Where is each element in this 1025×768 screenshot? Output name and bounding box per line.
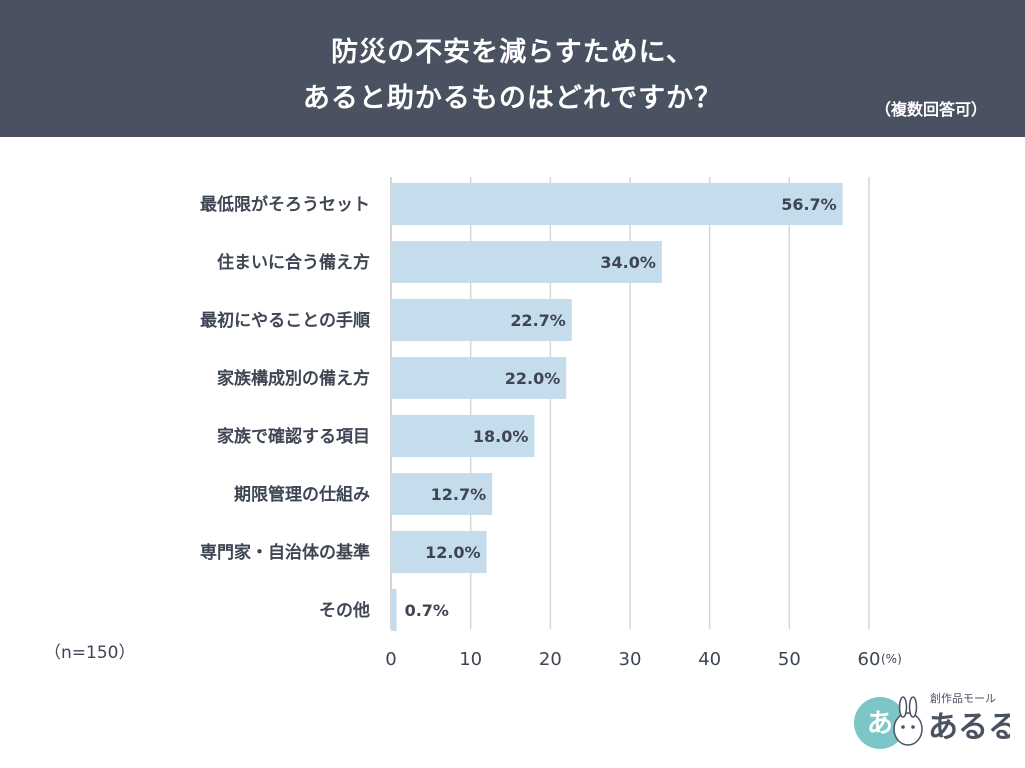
logo-badge-icon: [854, 697, 906, 749]
value-label-5: 12.7%: [431, 485, 487, 504]
bar-chart: 0 10 20 30 40 50 60 (%) 最低限がそろうセット 56.7% 住まいに合う備え方…: [200, 177, 902, 670]
bar-4: [391, 415, 535, 457]
category-label-0: 最低限がそろうセット: [200, 194, 370, 215]
x-tick-label-0: 0: [385, 649, 396, 670]
brand-logo: あ 創作品モール あるる: [854, 691, 1010, 749]
x-tick-label-10: 10: [459, 649, 482, 670]
value-label-2: 22.7%: [510, 311, 566, 330]
rabbit-icon: [893, 712, 923, 746]
category-label-1: 住まいに合う備え方: [217, 252, 370, 273]
category-label-7: その他: [319, 600, 370, 621]
value-label-6: 12.0%: [425, 543, 481, 562]
category-label-5: 期限管理の仕組み: [234, 484, 370, 505]
logo-caption: 創作品モール: [930, 691, 996, 705]
x-tick-label-50: 50: [778, 649, 801, 670]
bars: [391, 183, 843, 631]
rabbit-ear-right-icon: [908, 696, 918, 718]
category-label-3: 家族構成別の備え方: [217, 368, 370, 389]
chart-title-line-1: 防災の不安を減らすために、: [331, 37, 694, 68]
rabbit-ear-left-icon: [898, 696, 908, 718]
logo-badge-text: あ: [867, 709, 893, 739]
chart-subtitle: （複数回答可）: [874, 100, 987, 119]
value-label-3: 22.0%: [505, 369, 561, 388]
category-label-4: 家族で確認する項目: [217, 426, 370, 447]
value-label-4: 18.0%: [473, 427, 529, 446]
logo-wordmark: あるる: [928, 710, 1010, 745]
sample-size-note: （n=150）: [44, 643, 136, 663]
value-label-1: 34.0%: [600, 253, 656, 272]
x-tick-label-20: 20: [539, 649, 562, 670]
category-label-6: 専門家・自治体の基準: [200, 542, 370, 563]
bar-1: [391, 241, 662, 283]
category-label-2: 最初にやることの手順: [200, 310, 371, 331]
x-unit-label: (%): [881, 652, 902, 666]
x-tick-label-60: 60: [858, 649, 881, 670]
value-label-0: 56.7%: [781, 195, 837, 214]
bar-6: [391, 531, 487, 573]
bar-0: [391, 183, 843, 225]
header-banner: 防災の不安を減らすために、 あると助かるものはどれですか？ （複数回答可）: [0, 0, 1025, 137]
rabbit-eye-right-icon: [911, 725, 915, 729]
x-tick-label-30: 30: [619, 649, 642, 670]
value-label-7: 0.7%: [405, 601, 449, 620]
bar-5: [391, 473, 493, 515]
bar-2: [391, 299, 572, 341]
labels: 0 10 20 30 40 50 60 (%) 最低限がそろうセット 56.7% 住まいに合う備え方…: [200, 194, 902, 670]
bar-7: [391, 589, 397, 631]
chart-title-line-2: あると助かるものはどれですか？: [302, 83, 723, 114]
bar-3: [391, 357, 567, 399]
x-tick-label-40: 40: [698, 649, 721, 670]
rabbit-eye-left-icon: [901, 725, 905, 729]
